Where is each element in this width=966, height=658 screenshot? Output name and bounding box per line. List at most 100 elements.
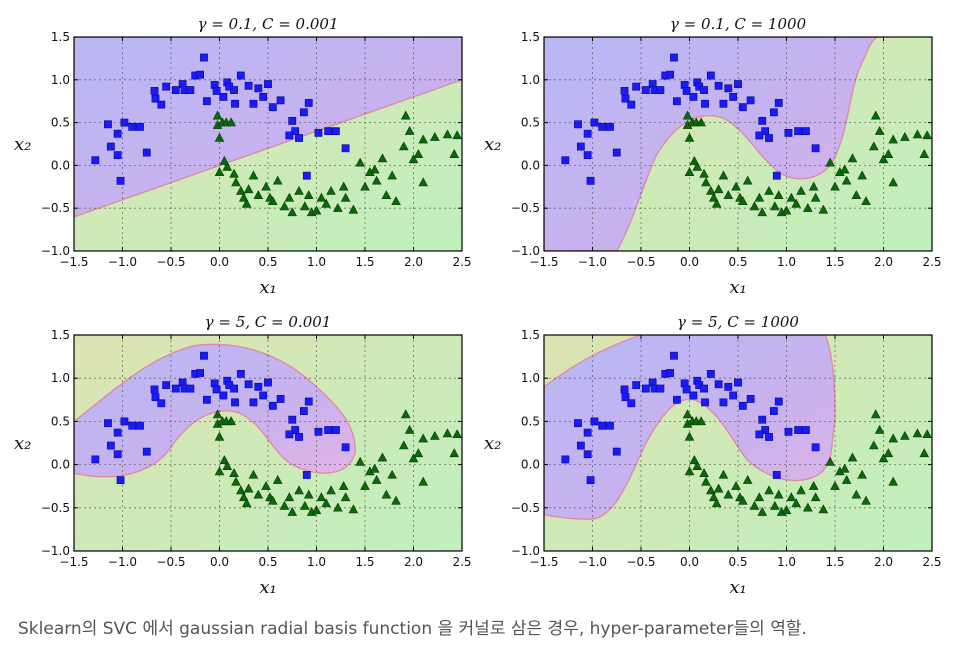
data-points — [91, 351, 462, 516]
square-point — [150, 87, 159, 95]
x-tick-label: −1.5 — [59, 555, 88, 569]
x-tick-label: 0.5 — [728, 555, 747, 569]
square-point — [583, 428, 592, 437]
y-tick-label: −0.5 — [41, 501, 70, 515]
square-point — [116, 476, 125, 485]
square-point — [299, 108, 308, 117]
square-point — [682, 385, 691, 394]
y-tick-label: 0.5 — [521, 116, 540, 130]
x-tick-label: 1.0 — [307, 555, 326, 569]
square-point — [91, 156, 100, 165]
square-point — [244, 380, 253, 389]
y-tick-label: 0.0 — [51, 158, 70, 172]
square-point — [268, 401, 277, 410]
square-point — [136, 122, 144, 131]
square-point — [621, 393, 630, 402]
square-point — [212, 385, 221, 394]
square-point — [746, 395, 755, 403]
square-point — [304, 99, 313, 107]
y-tick-label: 0.5 — [51, 116, 70, 130]
x-tick-label: 2.0 — [874, 555, 893, 569]
square-point — [106, 441, 115, 450]
square-point — [586, 176, 595, 185]
square-point — [244, 81, 253, 90]
square-point — [116, 176, 125, 185]
grid — [544, 37, 932, 251]
data-points — [91, 53, 462, 217]
square-point — [729, 93, 738, 101]
square-point — [104, 120, 112, 129]
y-tick-label: −0.5 — [511, 201, 540, 215]
square-point — [104, 419, 112, 428]
square-point — [621, 94, 630, 103]
x-tick-label: 0.5 — [728, 255, 747, 269]
y-tick-label: 1.5 — [51, 328, 70, 342]
x-tick-label: 0.0 — [210, 255, 229, 269]
x-tick-label: 0.0 — [680, 555, 699, 569]
square-point — [91, 455, 100, 464]
square-point — [656, 86, 665, 94]
y-tick-label: −1.0 — [41, 544, 70, 558]
x-tick-label: −1.5 — [529, 255, 558, 269]
square-point — [231, 99, 239, 108]
square-point — [157, 399, 166, 408]
square-point — [136, 421, 144, 430]
x-tick-label: −1.5 — [529, 555, 558, 569]
square-point — [801, 127, 810, 136]
square-point — [302, 471, 311, 479]
x-axis-label: x₁ — [729, 277, 746, 298]
square-point — [150, 385, 159, 394]
square-point — [113, 151, 122, 160]
square-point — [254, 84, 263, 93]
x-tick-label: 1.0 — [307, 255, 326, 269]
square-point — [724, 84, 733, 93]
square-point — [689, 391, 698, 400]
square-point — [202, 97, 211, 106]
square-point — [758, 116, 767, 125]
x-tick-label: 1.5 — [825, 255, 844, 269]
square-point — [341, 443, 350, 452]
y-axis-label: x₂ — [484, 134, 501, 155]
square-point — [200, 351, 208, 360]
square-point — [627, 399, 636, 408]
square-point — [254, 382, 263, 391]
square-point — [576, 441, 585, 450]
grid — [544, 335, 932, 551]
y-tick-label: −1.0 — [511, 244, 540, 258]
y-tick-label: 1.0 — [51, 371, 70, 385]
square-point — [598, 122, 607, 131]
square-point — [598, 421, 607, 430]
square-point — [230, 384, 238, 393]
square-point — [606, 122, 614, 131]
square-point — [113, 428, 122, 437]
square-point — [113, 129, 122, 138]
square-point — [231, 398, 239, 407]
y-tick-label: −1.0 — [511, 544, 540, 558]
square-point — [285, 430, 294, 439]
square-point — [706, 369, 715, 378]
y-tick-label: 1.5 — [51, 30, 70, 44]
figure-svg: −1.5 −1.0 −0.5 0.0 0.5 1.0 1.5 2.0 2.5−1.0−0.50.… — [14, 15, 942, 598]
square-point — [574, 120, 582, 129]
square-point — [738, 401, 747, 410]
x-tick-label: 2.0 — [404, 555, 423, 569]
class0-region — [74, 343, 357, 478]
square-point — [774, 99, 783, 107]
square-point — [612, 148, 621, 157]
square-point — [583, 450, 592, 459]
square-point — [590, 118, 599, 127]
square-point — [774, 397, 783, 406]
square-point — [186, 384, 195, 393]
square-point — [612, 447, 621, 456]
data-points — [561, 351, 932, 516]
subplot-title: γ = 5, C = 1000 — [677, 313, 799, 331]
square-point — [734, 80, 742, 88]
x-tick-label: 0.5 — [258, 555, 277, 569]
square-point — [171, 384, 180, 393]
square-point — [268, 103, 277, 112]
square-point — [632, 381, 641, 390]
square-point — [769, 108, 778, 117]
square-point — [620, 87, 629, 95]
square-point — [249, 398, 258, 407]
square-point — [171, 86, 180, 94]
